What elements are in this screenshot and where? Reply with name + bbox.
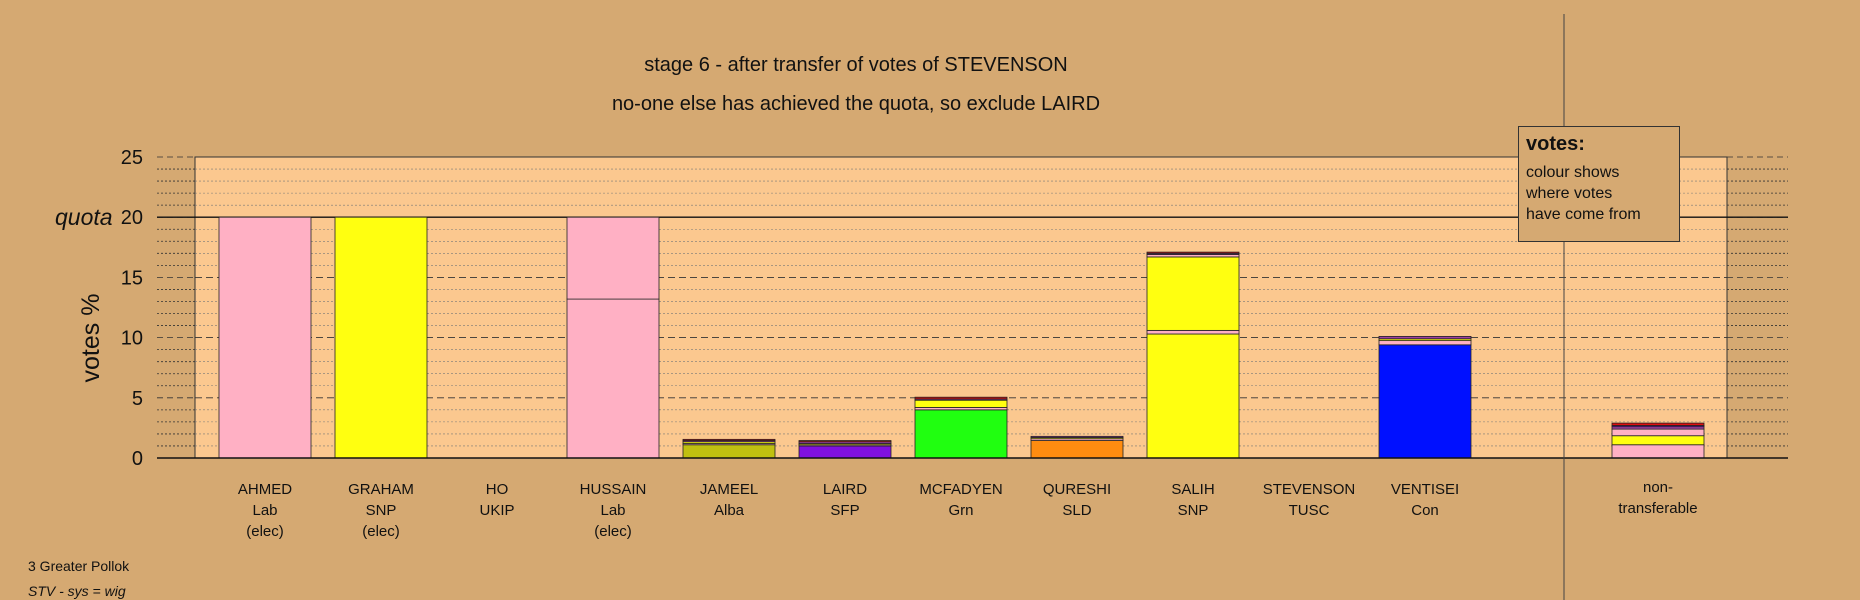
non-transferable-bar-segment — [1611, 422, 1705, 426]
candidate-note: (elec) — [594, 523, 632, 540]
bar-segment — [1146, 256, 1240, 331]
y-tick-label: 5 — [132, 388, 143, 410]
legend-box: votes: colour shows where votes have com… — [1518, 126, 1680, 242]
candidate-name: QURESHI — [1043, 481, 1111, 498]
bar-segment — [1146, 251, 1240, 254]
candidate-party: Alba — [714, 502, 745, 519]
legend-text: colour shows where votes have come from — [1526, 162, 1672, 225]
bar-segment — [334, 216, 428, 459]
bar-segment — [1378, 344, 1472, 459]
candidate-party: Lab — [600, 502, 625, 519]
candidate-name: GRAHAM — [348, 481, 414, 498]
bar-segment — [218, 216, 312, 459]
bar-segment — [798, 440, 892, 443]
legend-line: colour shows — [1526, 164, 1620, 181]
bar-segment — [914, 399, 1008, 408]
y-tick-label: 25 — [121, 147, 143, 169]
bar-segment — [914, 409, 1008, 459]
bar-segment — [682, 438, 776, 441]
candidate-name: AHMED — [238, 481, 292, 498]
candidate-name: HUSSAIN — [580, 481, 647, 498]
candidate-name: LAIRD — [823, 481, 867, 498]
candidate-party: Con — [1411, 502, 1439, 519]
bar-segment — [914, 396, 1008, 400]
candidate-party: SLD — [1062, 502, 1091, 519]
quota-label: quota — [55, 204, 113, 230]
candidate-name: STEVENSON — [1263, 481, 1356, 498]
bar-segment — [566, 216, 660, 300]
candidate-name: MCFADYEN — [919, 481, 1002, 498]
bar-segment — [1030, 435, 1124, 438]
bar-segment — [798, 445, 892, 459]
system-label: STV - sys = wig — [28, 583, 126, 599]
candidate-note: (elec) — [362, 523, 400, 540]
ward-label: 3 Greater Pollok — [28, 558, 130, 574]
chart-title: stage 6 - after transfer of votes of STE… — [644, 54, 1068, 76]
bar-segment — [1378, 335, 1472, 340]
candidate-note: (elec) — [246, 523, 284, 540]
candidate-party: SFP — [830, 502, 859, 519]
candidate-party: Lab — [252, 502, 277, 519]
non-transferable-label: non- — [1643, 479, 1673, 496]
bar-segment — [1146, 333, 1240, 459]
candidate-party: UKIP — [479, 502, 514, 519]
candidate-name: SALIH — [1171, 481, 1214, 498]
candidate-name: VENTISEI — [1391, 481, 1459, 498]
candidate-name: HO — [486, 481, 509, 498]
y-tick-label: 20 — [121, 207, 143, 229]
candidate-party: Grn — [948, 502, 973, 519]
y-tick-label: 0 — [132, 448, 143, 470]
legend-title: votes: — [1526, 133, 1585, 155]
non-transferable-bar-segment — [1611, 444, 1705, 459]
bar-segment — [1030, 440, 1124, 459]
bar-segment — [682, 444, 776, 459]
candidate-name: JAMEEL — [700, 481, 758, 498]
non-transferable-bar-segment — [1611, 428, 1705, 437]
y-tick-label: 15 — [121, 267, 143, 289]
bar-segment — [1378, 340, 1472, 346]
candidate-party: SNP — [1178, 502, 1209, 519]
y-axis-label: votes % — [77, 294, 105, 383]
non-transferable-bar-segment — [1611, 435, 1705, 446]
bar-segment — [1146, 329, 1240, 335]
plot-area: AHMED Lab (elec) GRAHAM SNP (elec) HO UKIP HUSSA… — [55, 14, 1788, 600]
bar-segment — [566, 298, 660, 459]
candidate-party: TUSC — [1289, 502, 1330, 519]
candidate-party: SNP — [366, 502, 397, 519]
non-transferable-label: transferable — [1618, 500, 1697, 517]
legend-line: have come from — [1526, 206, 1641, 223]
chart-subtitle: no-one else has achieved the quota, so e… — [612, 93, 1100, 115]
legend-line: where votes — [1526, 185, 1613, 202]
y-tick-label: 10 — [121, 328, 143, 350]
